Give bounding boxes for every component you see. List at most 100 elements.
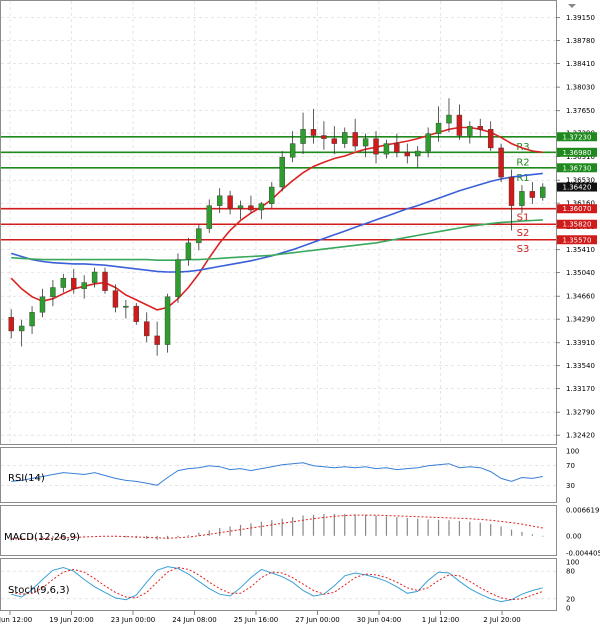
candle-body — [352, 132, 358, 147]
stoch-grid — [1, 570, 556, 600]
candle-body — [102, 271, 108, 291]
time-axis: 18 Jun 12:00 19 Jun 20:00 23 Jun 00:00 24 J… — [0, 611, 521, 624]
price-tick-label: 1.38030 — [566, 84, 595, 92]
candle-body — [39, 296, 46, 313]
pivot-level-label: S3 — [517, 244, 530, 255]
stoch-tick-label: 100 — [566, 559, 579, 567]
candle-body — [133, 305, 139, 322]
candle-body — [18, 325, 25, 332]
candle-body — [237, 205, 244, 209]
macd-signal-line — [11, 514, 543, 540]
time-tick-label: 24 Jun 08:00 — [172, 616, 216, 624]
price-tick-label: 1.38410 — [566, 60, 595, 68]
stoch-tick-label: 0 — [566, 605, 570, 613]
rsi-series-line — [11, 462, 543, 486]
price-tick-label: 1.33170 — [566, 385, 595, 393]
candle-body — [383, 143, 390, 155]
macd-histogram — [10, 513, 544, 541]
pivot-level-tag — [557, 132, 597, 142]
stoch-lines — [11, 566, 543, 603]
ma-slow-line — [11, 219, 543, 262]
candle-body — [185, 242, 192, 260]
price-tick-label: 1.33540 — [566, 362, 595, 370]
candle-body — [91, 271, 98, 283]
candle-body — [529, 191, 536, 198]
candle-body — [81, 282, 87, 289]
candle-body — [29, 312, 35, 327]
stoch-signal-line — [11, 566, 543, 601]
time-tick-label: 18 Jun 12:00 — [0, 616, 32, 624]
candle-body — [154, 335, 160, 345]
rsi-tick-label: 70 — [566, 462, 575, 470]
pivot-levels: R3 R2 R1 S1 S2 S3 — [1, 135, 556, 255]
rsi-tick-label: 30 — [566, 482, 575, 490]
candle-body — [519, 191, 525, 206]
price-tick-label: 1.34660 — [566, 293, 595, 301]
price-tick-label: 1.36910 — [566, 153, 595, 161]
pivot-level-label: S2 — [517, 228, 530, 239]
candle-body — [540, 186, 546, 198]
chart-menu-triangle-icon[interactable] — [568, 4, 576, 8]
price-axis: 1.39150 1.38780 1.38410 1.38030 1.37650 1.372… — [556, 14, 595, 440]
current-price-tag — [557, 182, 597, 192]
candle-body — [435, 122, 442, 134]
candle-body — [498, 147, 504, 178]
rsi-panel: 100 70 30 0 RSI(14) — [0, 447, 579, 505]
candle-body — [71, 278, 77, 289]
pivot-level-tag-text: 1.35820 — [563, 221, 592, 229]
current-price-tag-text: 1.36420 — [563, 184, 592, 192]
candle-body — [279, 157, 285, 188]
rsi-line — [11, 462, 543, 486]
candles — [8, 98, 546, 356]
chart-menu-marker[interactable] — [568, 4, 576, 8]
candle-body — [60, 278, 67, 288]
pivot-level-tag-text: 1.37230 — [563, 133, 592, 141]
price-tick-label: 1.38780 — [566, 37, 595, 45]
candle-body — [258, 203, 265, 211]
price-tick-label: 1.36530 — [566, 177, 595, 185]
pivot-level-label: S1 — [517, 213, 530, 224]
stoch-panel-frame — [0, 558, 557, 611]
candle-body — [415, 150, 421, 157]
price-tick-label: 1.35410 — [566, 246, 595, 254]
candle-body — [456, 114, 463, 136]
candle-body — [123, 305, 129, 308]
pivot-level-label: R3 — [516, 142, 529, 153]
rsi-label: RSI(14) — [8, 473, 45, 484]
candle-body — [216, 195, 223, 206]
ma-fast-line — [10, 126, 543, 311]
candle-body — [300, 129, 306, 144]
time-tick-label: 1 Jul 12:00 — [422, 616, 460, 624]
price-tick-label: 1.34290 — [566, 316, 595, 324]
price-tick-label: 1.32790 — [566, 409, 595, 417]
pivot-level-tag — [557, 235, 597, 245]
candle-body — [112, 290, 119, 308]
rsi-axis: 100 70 30 0 — [566, 448, 579, 505]
macd-tick-label: -0.004405 — [566, 550, 600, 558]
rsi-tick-label: 0 — [566, 497, 570, 505]
price-tick-label: 1.39150 — [566, 14, 595, 22]
candle-body — [425, 133, 431, 152]
candle-body — [342, 132, 348, 144]
candle-body — [331, 138, 338, 144]
pivot-level-tag-text: 1.36070 — [563, 205, 592, 213]
candle-body — [508, 176, 515, 206]
macd-panel-frame — [0, 505, 557, 556]
macd-label: MACD(12,26,9) — [4, 532, 80, 543]
time-tick-label: 2 Jul 20:00 — [483, 616, 521, 624]
candle-body — [164, 296, 171, 345]
macd-panel: 0.006619 0.00 -0.004405 MACD(12,26,9) — [0, 505, 600, 558]
candle-body — [269, 186, 275, 204]
time-tick-label: 30 Jun 04:00 — [357, 616, 401, 624]
candle-body — [404, 152, 410, 157]
price-panel: R3 R2 R1 S1 S2 S3 1.39150 1.38780 1.38410 1.3803… — [0, 0, 597, 445]
macd-tick-label: 0.006619 — [566, 507, 599, 515]
candle-body — [175, 259, 181, 298]
moving-averages — [10, 126, 543, 311]
price-panel-frame — [0, 0, 557, 445]
candle-body — [289, 143, 296, 158]
candle-body — [321, 135, 327, 139]
pivot-level-tag — [557, 163, 597, 173]
